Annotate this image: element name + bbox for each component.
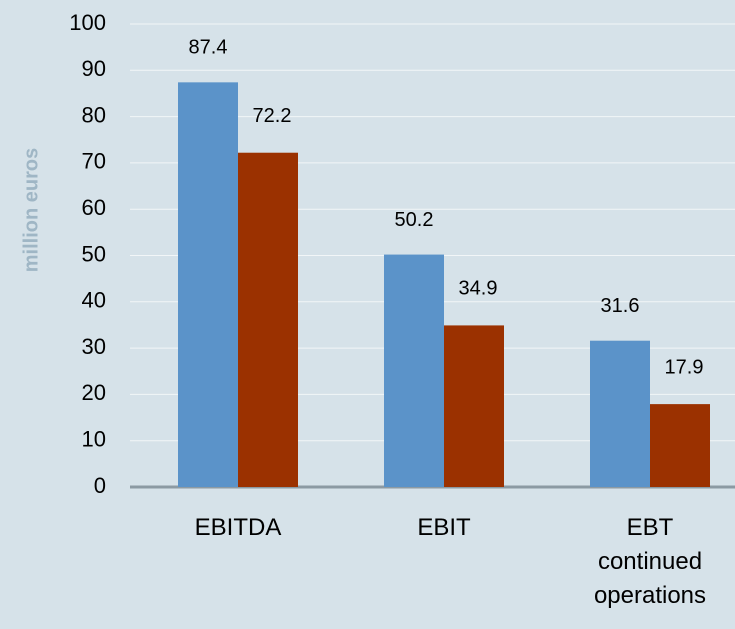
y-tick-label: 80	[82, 102, 106, 127]
y-tick-label: 100	[69, 10, 106, 35]
bar	[384, 254, 444, 487]
y-tick-label: 50	[82, 241, 106, 266]
value-label: 50.2	[395, 209, 434, 231]
y-tick-label: 0	[94, 473, 106, 498]
bar	[178, 82, 238, 487]
y-tick-label: 20	[82, 380, 106, 405]
value-label: 72.2	[253, 105, 292, 127]
value-label: 31.6	[601, 295, 640, 317]
y-axis-label: million euros	[20, 148, 42, 272]
bar	[444, 325, 504, 487]
bar	[590, 340, 650, 487]
bar	[650, 404, 710, 487]
y-tick-label: 90	[82, 56, 106, 81]
y-tick-label: 30	[82, 334, 106, 359]
y-tick-label: 10	[82, 427, 106, 452]
value-label: 17.9	[665, 356, 704, 378]
y-tick-label: 70	[82, 149, 106, 174]
y-tick-label: 40	[82, 288, 106, 313]
value-label: 34.9	[459, 278, 498, 300]
x-tick-label: EBIT	[417, 514, 471, 541]
x-tick-label: EBT continued operations	[593, 514, 707, 609]
y-tick-label: 60	[82, 195, 106, 220]
value-label: 87.4	[189, 37, 228, 59]
bar	[238, 152, 298, 488]
x-tick-label: EBITDA	[194, 514, 282, 541]
